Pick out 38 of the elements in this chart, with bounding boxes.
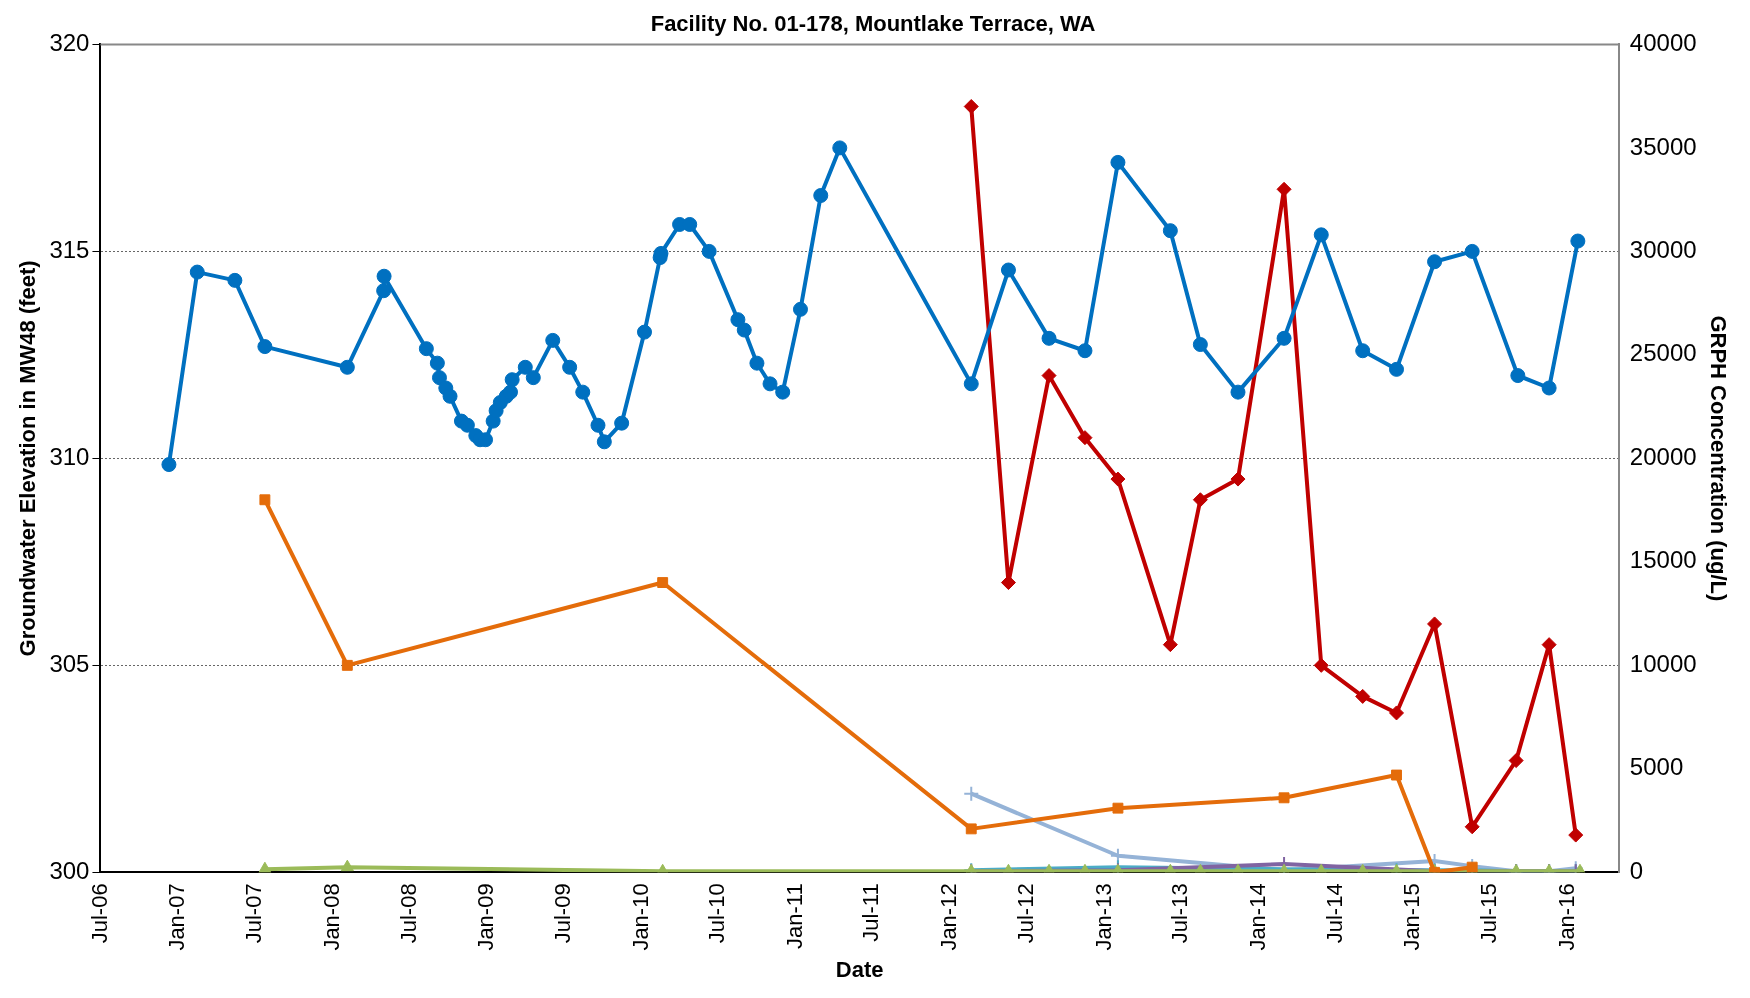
x-tick-label: Jan-13	[1090, 883, 1116, 951]
x-tick-label: Jan-07	[164, 883, 190, 951]
y2-tick-label: 25000	[1629, 339, 1697, 367]
chart-title: Facility No. 01-178, Mountlake Terrace, WA	[650, 11, 1096, 37]
x-tick-label: Jan-16	[1553, 883, 1579, 951]
x-tick-label: Jul-09	[549, 883, 575, 944]
x-tick-label: Jan-10	[627, 883, 653, 951]
y-tick-label: 300	[49, 856, 90, 884]
y-tick-label: 310	[49, 442, 90, 470]
x-tick-label: Jan-14	[1245, 883, 1271, 951]
y2-tick-label: 5000	[1629, 753, 1684, 781]
y-tick-label: 315	[49, 236, 90, 264]
y2-axis-title: GRPH Concentration (ug/L)	[1705, 315, 1731, 602]
x-tick-label: Jul-06	[86, 883, 112, 944]
x-tick-label: Jul-11	[858, 883, 884, 942]
x-tick-label: Jan-09	[473, 883, 499, 951]
x-tick-label: Jan-15	[1399, 883, 1425, 951]
x-axis-title: Date	[835, 956, 884, 982]
y2-tick-label: 10000	[1629, 649, 1697, 677]
y-tick-label: 305	[49, 649, 90, 677]
x-tick-label: Jan-08	[318, 883, 344, 951]
y2-tick-label: 0	[1629, 856, 1644, 884]
y-tick-label: 320	[49, 29, 90, 57]
x-tick-label: Jul-13	[1167, 883, 1193, 944]
x-tick-label: Jul-10	[704, 883, 730, 944]
x-tick-label: Jul-14	[1321, 883, 1347, 944]
y2-tick-label: 15000	[1629, 546, 1697, 574]
x-tick-label: Jul-15	[1475, 883, 1501, 944]
y2-tick-label: 40000	[1629, 29, 1697, 57]
x-tick-label: Jul-08	[395, 883, 421, 944]
x-tick-label: Jul-12	[1013, 883, 1039, 944]
y2-tick-label: 20000	[1629, 442, 1697, 470]
x-tick-label: Jan-12	[936, 883, 962, 951]
y2-tick-label: 35000	[1629, 132, 1697, 160]
y-axis-title: Groundwater Elevation in MW48 (feet)	[15, 260, 41, 657]
y2-tick-label: 30000	[1629, 236, 1697, 264]
x-tick-label: Jan-11	[781, 883, 807, 949]
x-tick-label: Jul-07	[240, 883, 266, 944]
